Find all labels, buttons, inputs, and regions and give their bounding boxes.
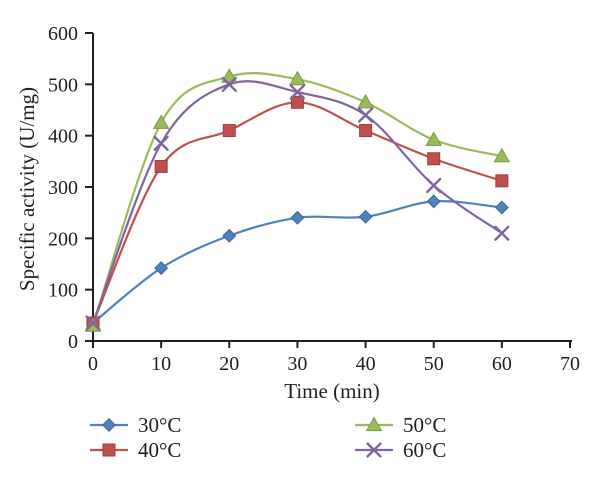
- legend-marker-svg: [90, 443, 128, 457]
- y-tick-label: 300: [48, 177, 78, 199]
- y-tick-label: 200: [48, 228, 78, 250]
- data-point-30c-t60: [494, 200, 509, 215]
- y-axis-title: Specific activity (U/mg): [15, 86, 39, 292]
- x-tick-label: 0: [88, 353, 98, 375]
- legend-item-30c: 30°C: [90, 413, 181, 437]
- data-point-30c-t30: [290, 210, 305, 225]
- x-tick-label: 20: [219, 353, 239, 375]
- legend-label-40c: 40°C: [138, 437, 182, 462]
- data-point-60c-t40: [357, 107, 374, 123]
- data-point-40c-t60: [495, 174, 509, 188]
- y-tick-label: 600: [48, 23, 78, 45]
- data-point-30c-t20: [222, 228, 237, 243]
- y-tick-label: 100: [48, 280, 78, 302]
- data-point-50c-t60: [493, 147, 511, 163]
- data-point-60c-t10: [153, 135, 169, 151]
- data-point-30c-t50: [426, 194, 441, 209]
- x-tick-label: 30: [287, 353, 307, 375]
- data-point-50c-t10: [152, 114, 170, 129]
- legend-label-50c: 50°C: [403, 412, 447, 437]
- data-point-40c-t50: [427, 152, 441, 166]
- data-point-50c-t50: [425, 131, 442, 146]
- data-point-60c-t20: [221, 76, 237, 92]
- data-point-40c-t40: [359, 124, 373, 138]
- legend-item-60c: 60°C: [355, 438, 446, 462]
- data-point-50c-t40: [357, 93, 374, 109]
- legend-label-30c: 30°C: [138, 412, 182, 437]
- legend-marker-60c-x-icon: [355, 441, 393, 459]
- data-point-60c-t50: [426, 177, 442, 194]
- legend-marker-svg: [90, 417, 128, 433]
- legend-marker-shape: [101, 417, 117, 433]
- legend-marker-svg: [355, 416, 393, 432]
- legend-item-50c: 50°C: [355, 413, 446, 437]
- data-point-60c-t60: [494, 225, 510, 241]
- data-point-60c-t0: [85, 315, 101, 331]
- legend-marker-shape: [366, 442, 382, 458]
- data-point-40c-t10: [154, 159, 168, 173]
- y-tick-label: 0: [68, 331, 78, 353]
- x-tick-label: 10: [151, 353, 171, 375]
- y-tick-label: 500: [48, 74, 78, 96]
- x-tick-label: 70: [560, 353, 580, 375]
- legend-item-40c: 40°C: [90, 438, 181, 462]
- x-tick-label: 50: [424, 353, 444, 375]
- legend-marker-40c-square-icon: [90, 441, 128, 459]
- legend-marker-30c-diamond-icon: [90, 416, 128, 434]
- legend-marker-shape: [102, 443, 116, 457]
- legend-marker-50c-triangle-icon: [355, 416, 393, 434]
- legend-label-60c: 60°C: [403, 437, 447, 462]
- x-tick-label: 40: [356, 353, 376, 375]
- x-tick-label: 60: [492, 353, 512, 375]
- data-point-30c-t10: [154, 261, 169, 276]
- data-point-60c-t30: [289, 84, 306, 100]
- y-tick-label: 400: [48, 126, 78, 148]
- data-point-40c-t30: [290, 95, 304, 109]
- data-point-30c-t40: [358, 209, 373, 224]
- data-point-50c-t30: [289, 70, 306, 86]
- data-point-40c-t20: [222, 124, 236, 138]
- x-axis-title: Time (min): [284, 379, 380, 403]
- legend-marker-svg: [355, 442, 393, 458]
- legend-marker-shape: [365, 416, 383, 432]
- series-line-50c: [91, 72, 503, 326]
